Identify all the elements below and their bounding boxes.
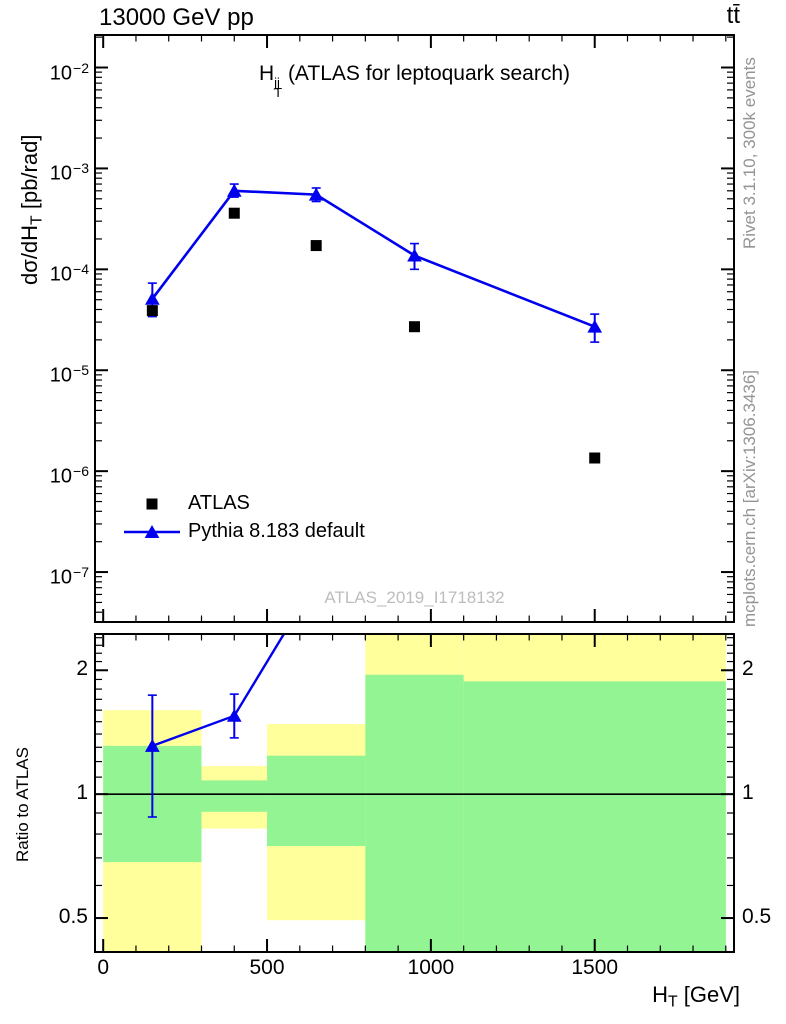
y-tick-label-main: 10−6 — [49, 463, 89, 488]
x-axis-label-sub: T — [667, 993, 678, 1011]
legend-label-pythia: Pythia 8.183 default — [188, 520, 365, 542]
x-tick-label: 1000 — [407, 956, 455, 979]
analysis-id-watermark: ATLAS_2019_I1718132 — [324, 588, 505, 607]
data-point-square — [146, 305, 158, 317]
mcplots-arxiv-label: mcplots.cern.ch [arXiv:1306.3436] — [740, 369, 759, 627]
y-tick-label-main: 10−7 — [49, 564, 89, 589]
x-axis-label-text: H — [652, 982, 668, 1007]
triangle-marker — [587, 319, 603, 333]
model-line — [151, 189, 596, 328]
green-stat-uncertainty-band — [365, 674, 464, 952]
data-point-square — [228, 207, 240, 219]
rivet-version-label: Rivet 3.1.10, 300k events — [740, 57, 759, 249]
x-tick-label: 500 — [249, 956, 285, 979]
title-observable: H — [258, 62, 275, 85]
y-tick-label-ratio-left: 2 — [76, 657, 88, 681]
triangle-marker — [226, 708, 242, 722]
data-point-square — [589, 452, 601, 464]
green-stat-uncertainty-band — [201, 780, 268, 812]
y-tick-label-ratio-right: 1 — [742, 781, 754, 805]
axis-ticks — [95, 35, 734, 952]
data-point-square — [310, 240, 322, 252]
green-stat-uncertainty-band — [267, 755, 366, 847]
y-axis-label-ratio: Ratio to ATLAS — [13, 747, 32, 862]
plot-frame — [94, 633, 735, 953]
y-axis-label-main-sub: T — [28, 215, 46, 225]
legend-markers — [124, 498, 180, 538]
title-superscript: jj — [274, 74, 280, 90]
data-point-square — [409, 321, 420, 333]
beam-energy-label: 13000 GeV pp — [99, 4, 254, 31]
ratio-uncertainty-bands — [103, 634, 726, 952]
x-axis-label-units: [GeV] — [677, 982, 740, 1007]
title-description: (ATLAS for leptoquark search) — [282, 62, 571, 85]
title-subscript: T — [274, 85, 283, 101]
y-tick-label-main: 10−2 — [49, 59, 89, 85]
triangle-marker — [144, 738, 160, 752]
main-series — [144, 183, 603, 464]
triangle-marker — [407, 248, 422, 262]
y-tick-label-ratio-right: 0.5 — [742, 905, 772, 929]
plot-frame — [94, 34, 735, 623]
y-tick-label-main: 10−3 — [49, 160, 89, 186]
y-tick-label-ratio-right: 2 — [742, 657, 754, 681]
title-scripts: jj T — [274, 74, 283, 101]
x-axis-label: HT [GeV] — [440, 982, 740, 1011]
x-tick-label: 1500 — [571, 956, 619, 979]
y-tick-label-main: 10−5 — [49, 362, 89, 387]
x-tick-label: 0 — [97, 956, 110, 979]
triangle-marker — [309, 574, 324, 587]
triangle-marker — [226, 183, 242, 197]
legend-square-marker — [146, 498, 158, 510]
green-stat-uncertainty-band — [463, 681, 726, 952]
ratio-model-series — [144, 574, 324, 818]
y-tick-label-ratio-left: 0.5 — [58, 905, 88, 929]
triangle-marker — [308, 187, 324, 201]
process-label: tt̄ — [726, 2, 740, 29]
legend-label-atlas: ATLAS — [188, 492, 250, 514]
triangle-marker — [144, 291, 160, 305]
y-tick-label-main: 10−4 — [49, 261, 89, 286]
y-tick-label-ratio-left: 1 — [76, 781, 88, 805]
triangle-marker — [144, 525, 160, 538]
